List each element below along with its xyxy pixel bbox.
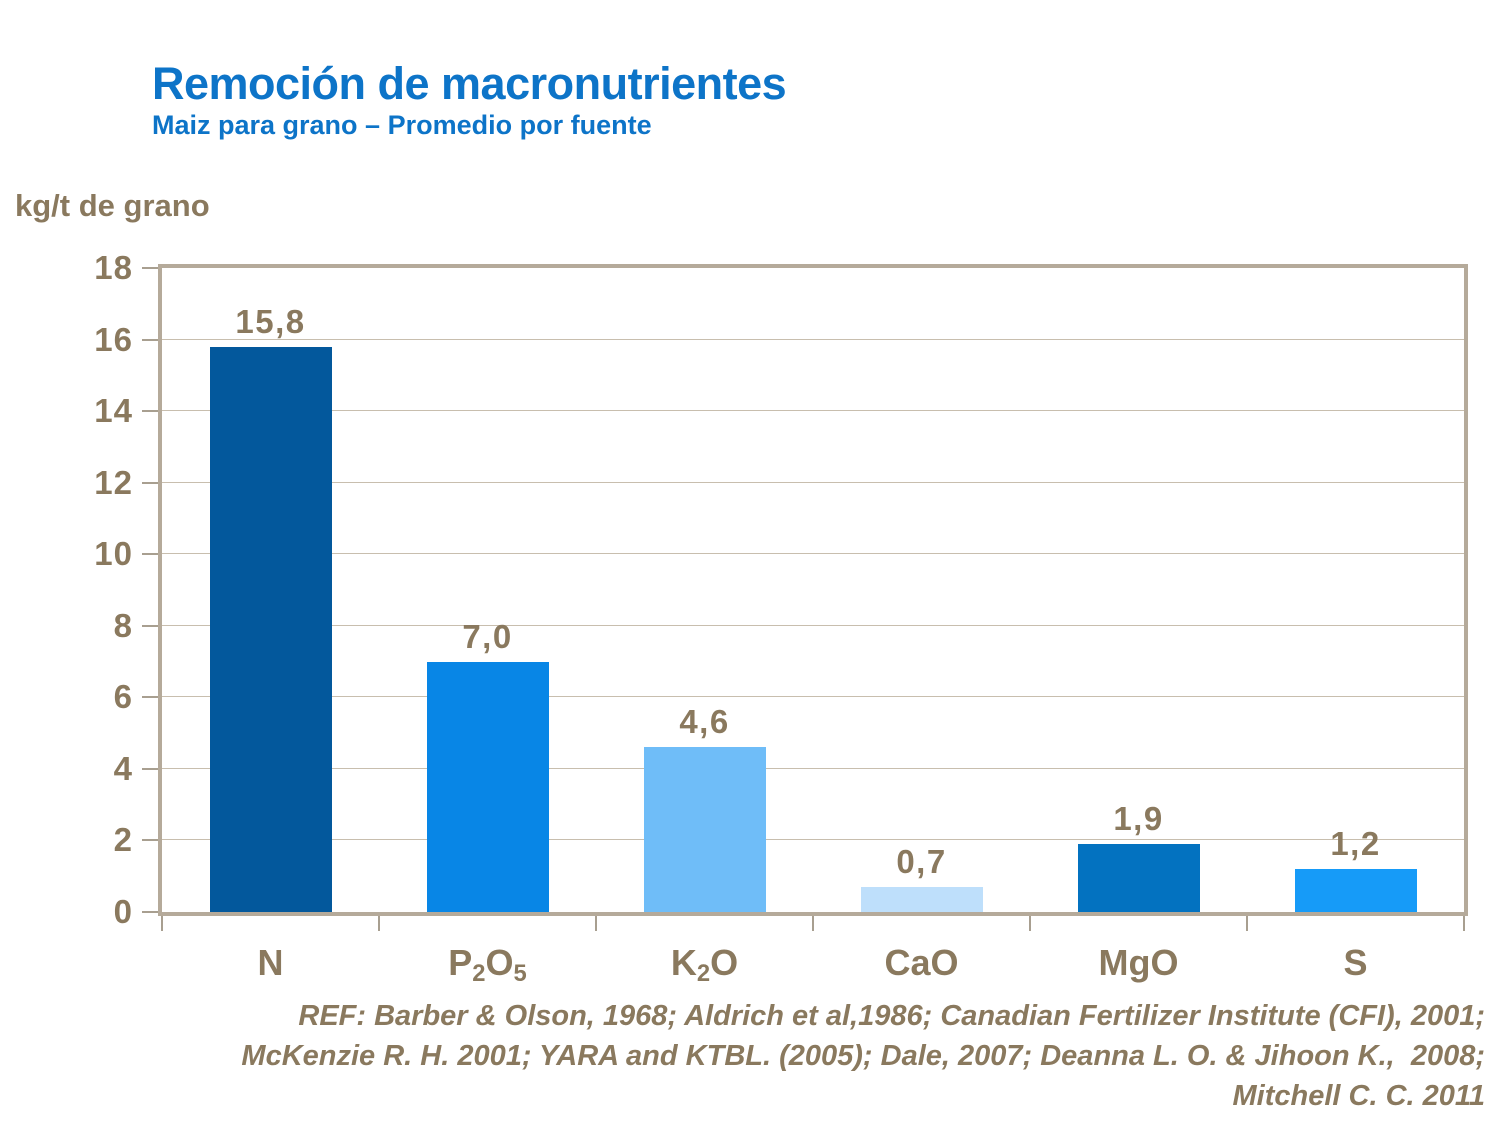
y-axis-tick-label: 10 xyxy=(94,535,133,573)
gridline xyxy=(162,767,1464,769)
bar-value-label: 15,8 xyxy=(235,303,306,340)
bar-value-label: 7,0 xyxy=(462,618,513,655)
y-axis-tick-label: 6 xyxy=(113,678,133,716)
reference-line: Mitchell C. C. 2011 xyxy=(1232,1080,1486,1112)
y-axis-title: kg/t de grano xyxy=(15,188,210,223)
bar xyxy=(426,662,549,912)
y-axis-tick-label: 14 xyxy=(94,392,133,430)
bar xyxy=(860,887,983,912)
x-axis-category-label: N xyxy=(257,942,284,983)
gridline xyxy=(162,839,1464,841)
bar-value-label: 4,6 xyxy=(679,703,730,740)
gridline xyxy=(162,338,1464,340)
x-axis-tick-mark xyxy=(812,916,814,931)
x-axis-tick-mark xyxy=(1463,916,1465,931)
x-axis-category-label: S xyxy=(1343,942,1368,983)
y-axis-tick-label: 18 xyxy=(94,249,133,286)
x-axis-category-label: K2O xyxy=(670,942,739,987)
y-axis-tick-label: 0 xyxy=(113,893,133,930)
gridline xyxy=(162,696,1464,698)
y-axis-tick-mark xyxy=(142,624,158,627)
x-axis-category-label: CaO xyxy=(884,942,959,983)
y-axis-tick-mark xyxy=(142,696,158,699)
reference-line: McKenzie R. H. 2001; YARA and KTBL. (200… xyxy=(241,1040,1485,1072)
y-axis-tick-mark xyxy=(142,410,158,413)
bar xyxy=(209,347,332,912)
y-axis-tick-label: 4 xyxy=(113,749,133,787)
reference-line: REF: Barber & Olson, 1968; Aldrich et al… xyxy=(298,1000,1485,1032)
chart-title: Remoción de macronutrientes xyxy=(152,58,787,109)
gridline xyxy=(162,410,1464,412)
y-axis-tick-mark xyxy=(142,338,158,341)
x-axis-tick-mark xyxy=(161,916,163,931)
y-axis-tick-mark xyxy=(142,839,158,842)
y-axis-tick-label: 8 xyxy=(113,606,133,644)
y-axis-tick-mark xyxy=(142,267,158,269)
x-axis-tick-mark xyxy=(378,916,380,931)
gridline xyxy=(162,481,1464,483)
x-axis-tick-mark xyxy=(595,916,597,931)
bar-value-label: 0,7 xyxy=(896,843,947,880)
x-axis-category-label: P2O5 xyxy=(448,942,527,987)
y-axis-tick-mark xyxy=(142,767,158,770)
y-axis-tick-mark xyxy=(142,481,158,484)
x-axis-tick-mark xyxy=(1029,916,1031,931)
y-axis-tick-mark xyxy=(142,553,158,556)
chart-subtitle: Maiz para grano – Promedio por fuente xyxy=(152,110,652,140)
y-axis-tick-label: 12 xyxy=(94,463,133,501)
bar xyxy=(1077,844,1200,912)
gridline xyxy=(162,624,1464,626)
plot-area xyxy=(158,264,1468,916)
y-axis-tick-label: 16 xyxy=(94,320,133,358)
y-axis-tick-mark xyxy=(142,911,158,913)
x-axis-tick-mark xyxy=(1246,916,1248,931)
bar xyxy=(1294,869,1417,912)
bar-value-label: 1,9 xyxy=(1113,800,1164,837)
bar xyxy=(643,747,766,912)
x-axis-category-label: MgO xyxy=(1098,942,1179,983)
bar-value-label: 1,2 xyxy=(1330,825,1381,862)
gridline xyxy=(162,553,1464,555)
y-axis-tick-label: 2 xyxy=(113,821,133,859)
reference-text: REF: Barber & Olson, 1968; Aldrich et al… xyxy=(30,996,1485,1116)
